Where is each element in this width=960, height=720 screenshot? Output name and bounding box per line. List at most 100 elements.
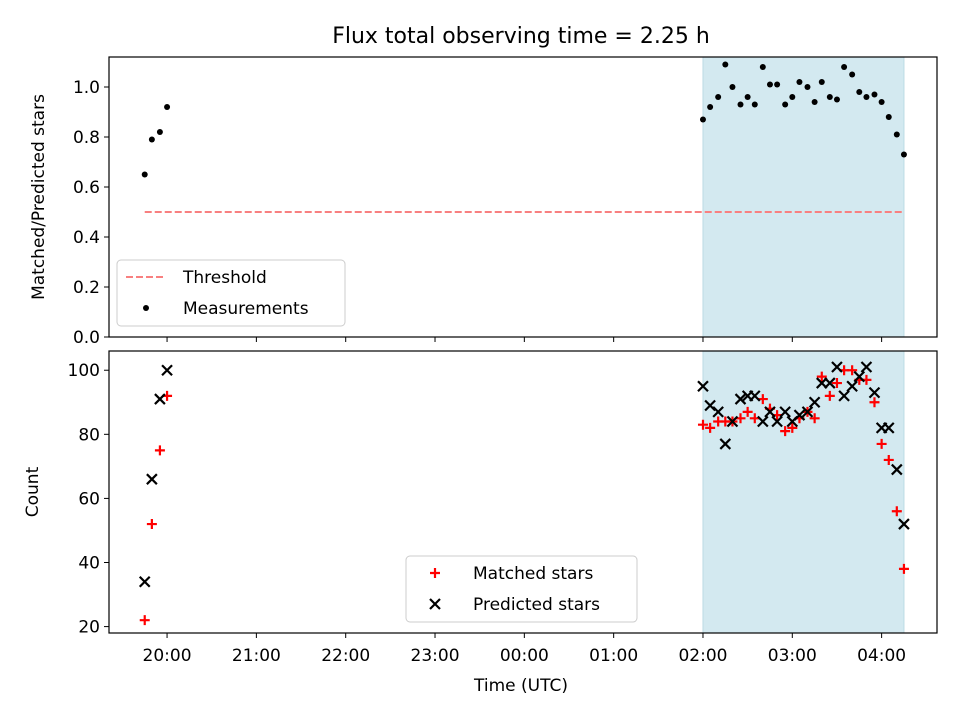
y-tick-label: 0.0	[73, 328, 100, 348]
legend-matched-swatch	[430, 568, 440, 578]
measurements-point	[796, 79, 803, 85]
predicted-stars-point	[757, 415, 769, 428]
matched-stars-point	[898, 563, 909, 574]
matched-stars-point	[705, 422, 716, 433]
predicted-stars-point	[793, 409, 806, 421]
predicted-stars-point	[764, 406, 776, 418]
measurements-point	[759, 64, 766, 70]
measurements-point	[863, 94, 870, 100]
predicted-stars-point	[860, 361, 873, 373]
measurements-point	[833, 96, 840, 103]
measurements-point	[871, 91, 878, 98]
measurements-point	[804, 84, 811, 90]
x-tick-label: 04:00	[857, 646, 906, 666]
measurements-point	[893, 131, 900, 138]
chart-title: Flux total observing time = 2.25 h	[332, 24, 710, 49]
measurements-point	[856, 89, 863, 95]
matched-stars-point	[847, 365, 858, 376]
legend-box	[116, 259, 346, 327]
measurements-point	[699, 116, 706, 123]
predicted-stars-point	[838, 390, 850, 402]
predicted-stars-point	[882, 422, 895, 434]
predicted-stars-point	[779, 406, 791, 418]
x-tick-label: 20:00	[143, 646, 192, 666]
predicted-stars-point	[161, 364, 173, 377]
predicted-stars-point	[808, 396, 821, 409]
matched-stars-point	[869, 397, 880, 408]
measurements-point	[148, 136, 155, 143]
matched-stars-point	[883, 454, 894, 465]
measurements-point	[766, 81, 773, 88]
matched-stars-point	[876, 438, 887, 449]
measurements-point	[751, 101, 758, 108]
y-tick-label: 0.8	[73, 128, 100, 148]
predicted-stars-point	[704, 399, 716, 412]
measurements-point	[818, 79, 825, 85]
predicted-stars-point	[726, 415, 739, 428]
predicted-stars-point	[853, 370, 866, 383]
matched-stars-point	[139, 615, 150, 626]
predicted-stars-point	[138, 575, 151, 588]
measurements-point	[707, 104, 714, 110]
axes-frame	[108, 56, 938, 338]
measurements-point	[141, 171, 148, 178]
matched-stars-point	[816, 371, 827, 382]
matched-stars-point	[831, 378, 842, 389]
measurements-point	[744, 94, 751, 100]
measurements-point	[156, 129, 163, 135]
y-tick-label: 1.0	[73, 78, 100, 98]
y-tick-label: 20	[78, 618, 100, 638]
x-axis-label: Time (UTC)	[473, 676, 568, 696]
predicted-stars-point	[846, 380, 858, 393]
shaded-region	[702, 56, 905, 338]
x-tick-label: 02:00	[678, 646, 727, 666]
measurements-point	[841, 64, 848, 70]
y-tick-label: 0.4	[73, 228, 100, 248]
measurements-point	[722, 61, 729, 68]
y-tick-label: 60	[78, 489, 100, 509]
predicted-stars-point	[712, 406, 724, 418]
measurements-point	[774, 81, 781, 88]
x-tick-label: 22:00	[321, 646, 370, 666]
predicted-stars-point	[771, 415, 783, 428]
matched-stars-point	[742, 406, 753, 417]
measurements-point	[878, 99, 885, 105]
predicted-stars-point	[868, 386, 881, 399]
y-tick-label: 0.2	[73, 278, 100, 298]
measurements-point	[849, 71, 856, 78]
top-panel: 0.0 0.2 0.4 0.6 0.8 1.0 Threshold Measurements	[73, 56, 938, 348]
x-tick-label: 00:00	[500, 646, 549, 666]
matched-stars-point	[787, 422, 798, 433]
predicted-stars-point	[734, 393, 747, 405]
predicted-stars-point	[697, 380, 709, 393]
matched-stars-point	[697, 419, 708, 430]
predicted-stars-point	[154, 393, 166, 405]
measurements-point	[729, 84, 736, 90]
legend-measurements-swatch	[143, 305, 149, 311]
x-tick-label: 03:00	[768, 646, 817, 666]
predicted-stars-point	[146, 473, 158, 485]
y-tick-label: 100	[68, 361, 100, 381]
legend-threshold-label: Threshold	[182, 268, 267, 288]
predicted-stars-point	[801, 406, 814, 418]
predicted-stars-point	[898, 518, 910, 530]
measurements-point	[737, 101, 744, 108]
matched-stars-point	[809, 413, 820, 424]
matched-stars-point	[824, 390, 835, 401]
legend-predicted-swatch	[429, 598, 441, 610]
matched-stars-point	[780, 426, 791, 437]
predicted-stars-point	[719, 438, 732, 450]
y-tick-label: 40	[78, 554, 100, 574]
predicted-stars-point	[831, 361, 843, 373]
measurements-point	[789, 94, 796, 100]
top-y-axis-label: Matched/Predicted stars	[29, 94, 49, 300]
measurements-point	[811, 99, 818, 105]
x-tick-label: 21:00	[232, 646, 281, 666]
measurements-point	[715, 94, 722, 100]
predicted-stars-point	[891, 463, 903, 476]
measurements-point	[826, 94, 833, 100]
x-tick-label: 23:00	[411, 646, 460, 666]
measurements-point	[782, 101, 789, 108]
y-tick-label: 80	[78, 425, 100, 445]
